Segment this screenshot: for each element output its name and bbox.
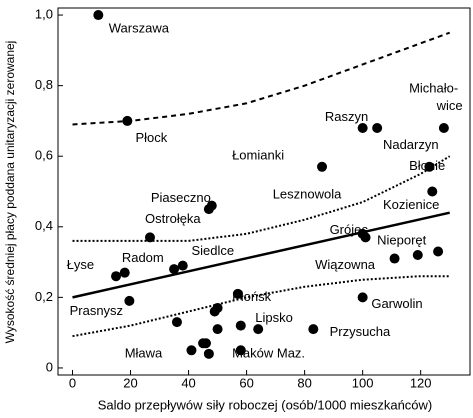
x-tick-label: 80 xyxy=(297,375,311,390)
annotation: Ostrołęka xyxy=(145,211,201,226)
point xyxy=(389,253,400,264)
point xyxy=(253,324,264,335)
annotation: Płońsk xyxy=(232,289,272,304)
point xyxy=(144,232,155,243)
point xyxy=(308,324,319,335)
point xyxy=(111,271,122,282)
annotation: wice xyxy=(436,98,463,113)
point xyxy=(186,345,197,356)
y-tick-label: 0,8 xyxy=(35,77,53,92)
point xyxy=(119,267,130,278)
point xyxy=(235,345,246,356)
annotation: Lesznowola xyxy=(273,186,342,201)
annotation: Warszawa xyxy=(109,21,170,36)
x-tick-label: 120 xyxy=(410,375,432,390)
annotation: Piaseczno xyxy=(151,190,211,205)
y-tick-label: 1,0 xyxy=(35,6,53,21)
y-tick-label: 0,6 xyxy=(35,148,53,163)
annotation: Maków Maz. xyxy=(232,345,305,360)
annotation: Garwolin xyxy=(371,296,422,311)
point xyxy=(122,115,133,126)
point xyxy=(200,338,211,349)
point xyxy=(433,246,444,257)
fit-line xyxy=(72,275,450,338)
point xyxy=(412,250,423,261)
point xyxy=(372,122,383,133)
annotation: Nieporęt xyxy=(377,232,427,247)
annotation: Łyse xyxy=(67,257,94,272)
point xyxy=(357,292,368,303)
annotation: Grójec xyxy=(330,222,369,237)
point xyxy=(235,320,246,331)
x-tick-label: 40 xyxy=(181,375,195,390)
point xyxy=(209,306,220,317)
y-tick-label: 0 xyxy=(46,359,53,374)
point xyxy=(232,288,243,299)
annotation: Łomianki xyxy=(232,148,284,163)
point xyxy=(206,200,217,211)
annotation: Prasnysz xyxy=(70,303,123,318)
plot-frame xyxy=(57,7,471,376)
annotation: Michało- xyxy=(409,81,458,96)
annotation: Radom xyxy=(122,250,164,265)
point xyxy=(169,264,180,275)
annotation: Płock xyxy=(135,130,167,145)
point xyxy=(93,10,104,21)
point xyxy=(424,161,435,172)
annotation: Raszyn xyxy=(325,109,368,124)
x-tick-label: 20 xyxy=(123,375,137,390)
annotation: Przysucha xyxy=(330,324,391,339)
point xyxy=(357,228,368,239)
point xyxy=(124,295,135,306)
annotation: Mława xyxy=(125,345,163,360)
annotation: Kozienice xyxy=(383,197,439,212)
fit-line xyxy=(72,211,450,299)
fit-line xyxy=(72,155,451,242)
x-tick-label: 60 xyxy=(239,375,253,390)
x-axis-label: Saldo przepływów siły roboczej (osób/100… xyxy=(98,397,433,412)
x-tick-label: 100 xyxy=(352,375,374,390)
point xyxy=(317,161,328,172)
annotation: Siedlce xyxy=(191,243,234,258)
y-tick-label: 0,4 xyxy=(35,218,53,233)
point xyxy=(357,122,368,133)
annotation: Lipsko xyxy=(255,310,293,325)
point xyxy=(212,324,223,335)
point xyxy=(427,186,438,197)
y-axis-label: Wysokość średniej płacy poddana unitaryz… xyxy=(3,41,17,344)
y-tick-label: 0,2 xyxy=(35,289,53,304)
x-tick-label: 0 xyxy=(69,375,76,390)
point xyxy=(171,317,182,328)
point xyxy=(203,348,214,359)
annotation: Wiązowna xyxy=(315,257,376,272)
point xyxy=(177,260,188,271)
annotation: Nadarzyn xyxy=(383,137,439,152)
annotation: Błonie xyxy=(409,158,445,173)
fit-line xyxy=(72,31,451,126)
point xyxy=(438,122,449,133)
